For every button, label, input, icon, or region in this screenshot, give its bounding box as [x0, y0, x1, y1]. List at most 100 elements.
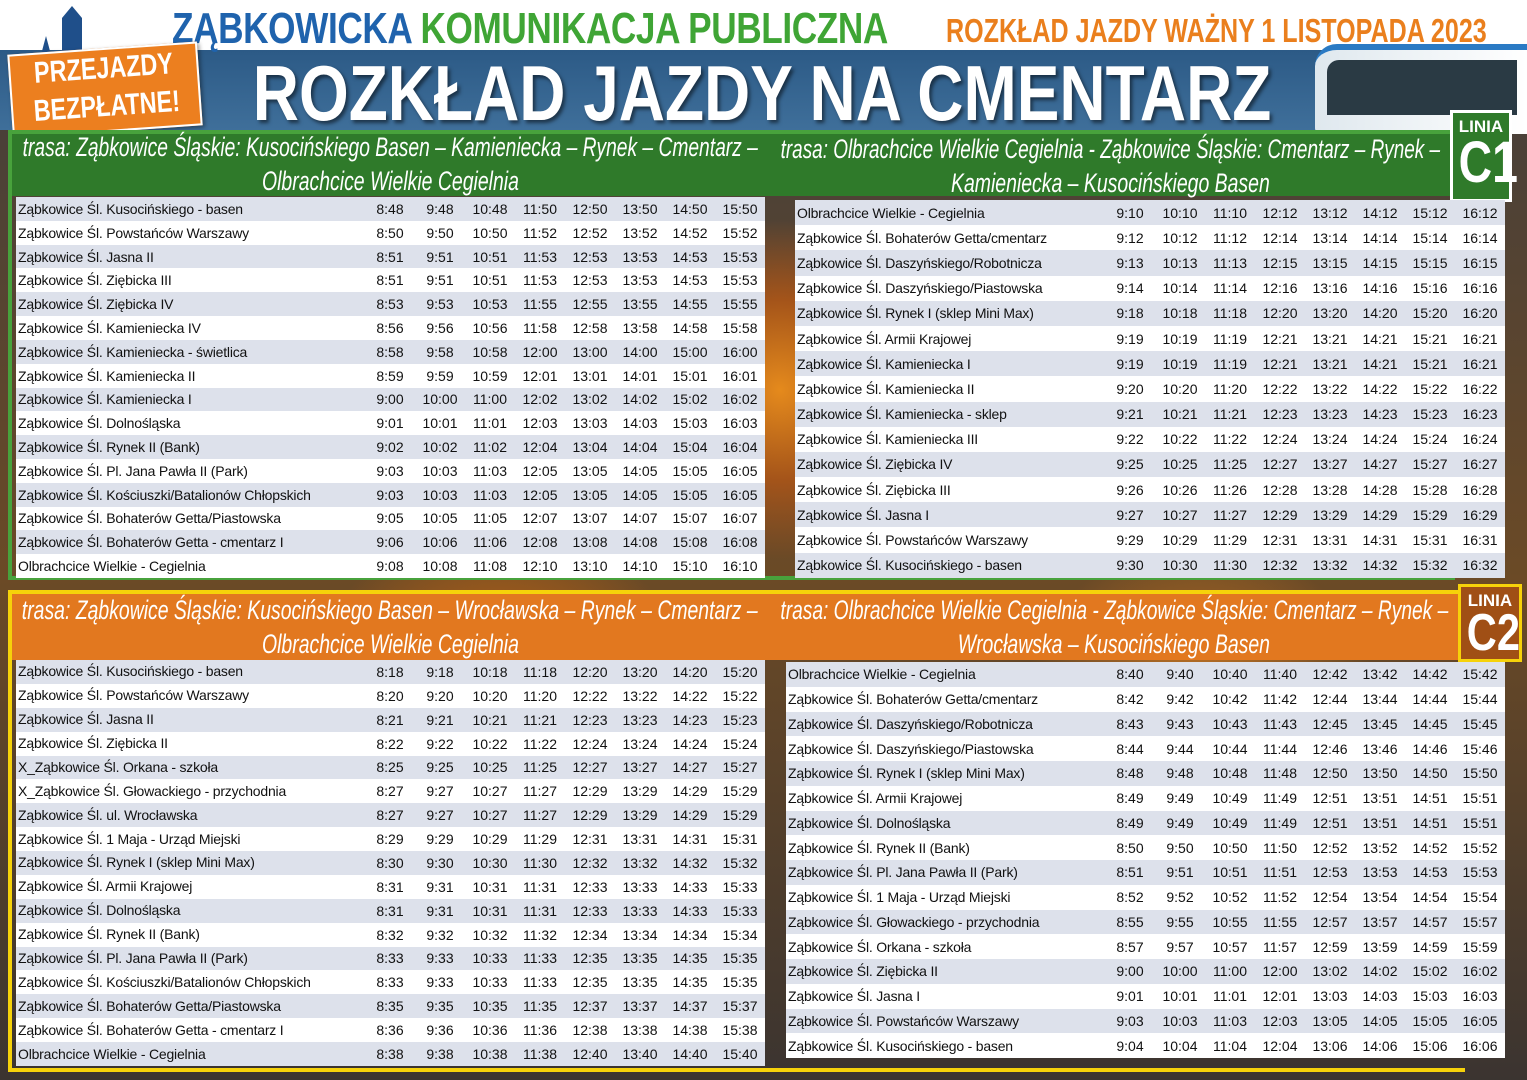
departure-time: 13:42: [1362, 666, 1398, 683]
departure-time: 14:20: [672, 663, 708, 680]
departure-time: 12:07: [522, 510, 558, 527]
stop-name: Ząbkowice Śl. Kamieniecka I: [18, 391, 192, 408]
departure-time: 8:32: [376, 926, 404, 943]
departure-time: 14:03: [1362, 988, 1398, 1005]
departure-time: 14:37: [672, 998, 708, 1015]
departure-time: 12:42: [1312, 666, 1348, 683]
departure-time: 13:04: [572, 439, 608, 456]
departure-time: 9:52: [1166, 889, 1194, 906]
departure-time: 9:04: [1116, 1037, 1144, 1054]
departure-time: 11:10: [1213, 204, 1247, 221]
stop-name: Ząbkowice Śl. Kamieniecka - świetlica: [18, 343, 248, 360]
departure-time: 10:08: [422, 558, 458, 575]
stop-name: Ząbkowice Śl. Rynek II (Bank): [18, 439, 200, 456]
departure-time: 13:22: [1312, 380, 1348, 397]
departure-time: 13:34: [622, 926, 658, 943]
departure-time: 10:52: [1212, 889, 1248, 906]
stop-name: Ząbkowice Śl. Bohaterów Getta/Piastowska: [18, 997, 281, 1014]
departure-time: 13:21: [1312, 355, 1348, 372]
departure-time: 10:57: [1212, 938, 1248, 955]
stop-name: Ząbkowice Śl. Kościuszki/Batalionów Chło…: [18, 486, 311, 503]
timetable-row: Ząbkowice Śl. Jasna I 9:01 10:01 11:01 12:01…: [786, 984, 1505, 1009]
timetable-row: Ząbkowice Śl. Jasna II 8:51 9:51 10:51 11:53…: [16, 244, 765, 269]
departure-time: 8:51: [376, 248, 404, 265]
timetable-row: Ząbkowice Śl. Bohaterów Getta - cmentarz…: [16, 1018, 765, 1042]
timetable-row: Ząbkowice Śl. Kamieniecka II 8:59 9:59 10:5…: [16, 364, 765, 388]
departure-time: 9:25: [1116, 456, 1144, 473]
departure-time: 12:45: [1312, 715, 1348, 732]
departure-time: 10:00: [422, 391, 458, 408]
c1-return-timetable: Olbrachcice Wielkie - Cegielnia 9:10 10:10…: [795, 200, 1505, 578]
departure-time: 8:48: [376, 200, 404, 217]
departure-time: 11:31: [523, 902, 557, 919]
departure-time: 10:26: [1162, 481, 1198, 498]
stop-name: Ząbkowice Śl. Powstańców Warszawy: [797, 532, 1028, 549]
timetable-row: Ząbkowice Śl. Jasna I 9:27 10:27 11:27 12:29…: [795, 502, 1505, 528]
departure-time: 9:06: [376, 534, 404, 551]
departure-time: 12:44: [1312, 691, 1348, 708]
departure-time: 14:32: [1362, 557, 1398, 574]
departure-time: 10:21: [472, 711, 508, 728]
timetable-row: Ząbkowice Śl. Kamieniecka III 9:22 10:22 11…: [795, 427, 1505, 452]
departure-time: 10:30: [472, 854, 508, 871]
departure-time: 15:27: [722, 759, 758, 776]
departure-time: 9:22: [426, 735, 454, 752]
section-c2: [8, 590, 1465, 1072]
departure-time: 16:10: [722, 558, 758, 575]
departure-time: 15:50: [722, 200, 758, 217]
departure-time: 9:55: [1166, 913, 1194, 930]
departure-time: 11:03: [473, 486, 507, 503]
departure-time: 11:29: [523, 831, 557, 848]
departure-time: 11:02: [473, 439, 507, 456]
stop-name: Ząbkowice Śl. 1 Maja - Urząd Miejski: [788, 889, 1011, 906]
stop-name: Ząbkowice Śl. Dolnośląska: [788, 814, 951, 831]
departure-time: 13:57: [1362, 913, 1398, 930]
stop-name: Ząbkowice Śl. Kościuszki/Batalionów Chło…: [18, 973, 311, 990]
departure-time: 15:55: [722, 296, 758, 313]
departure-time: 11:08: [473, 558, 507, 575]
stop-name: Ząbkowice Śl. Ziębicka II: [18, 735, 168, 752]
departure-time: 12:20: [572, 663, 608, 680]
departure-time: 16:23: [1462, 406, 1498, 423]
departure-time: 15:33: [722, 902, 758, 919]
departure-time: 12:05: [522, 486, 558, 503]
departure-time: 14:23: [1362, 406, 1398, 423]
departure-time: 13:20: [622, 663, 658, 680]
departure-time: 11:33: [523, 950, 557, 967]
departure-time: 12:31: [1262, 532, 1298, 549]
departure-time: 8:53: [376, 296, 404, 313]
departure-time: 13:32: [1312, 557, 1348, 574]
departure-time: 8:40: [1116, 666, 1144, 683]
stop-name: Ząbkowice Śl. Orkana - szkoła: [788, 938, 972, 955]
departure-time: 14:06: [1362, 1037, 1398, 1054]
departure-time: 10:25: [1162, 456, 1198, 473]
departure-time: 13:58: [622, 319, 658, 336]
departure-time: 11:36: [523, 1022, 557, 1039]
departure-time: 14:05: [622, 462, 658, 479]
departure-time: 15:29: [722, 783, 758, 800]
timetable-row: Ząbkowice Śl. Armii Krajowej 9:19 10:19 11:…: [795, 326, 1505, 351]
departure-time: 8:49: [1116, 814, 1144, 831]
timetable-row: Ząbkowice Śl. Kamieniecka I 9:19 10:19 11:1…: [795, 351, 1505, 377]
departure-time: 15:52: [1462, 839, 1498, 856]
departure-time: 12:29: [572, 807, 608, 824]
departure-time: 15:32: [722, 854, 758, 871]
departure-time: 14:29: [672, 783, 708, 800]
departure-time: 15:51: [1462, 814, 1498, 831]
departure-time: 11:04: [1213, 1037, 1247, 1054]
departure-time: 16:16: [1462, 280, 1498, 297]
departure-time: 11:06: [473, 534, 507, 551]
departure-time: 13:50: [1362, 765, 1398, 782]
c1-outbound-timetable: Ząbkowice Śl. Kusocińskiego - basen 8:48 9…: [16, 197, 765, 578]
departure-time: 9:03: [376, 486, 404, 503]
timetable-row: Ząbkowice Śl. Ziębicka III 8:51 9:51 10:51 1…: [16, 268, 765, 292]
departure-time: 9:48: [426, 200, 454, 217]
timetable-row: Ząbkowice Śl. Ziębicka II 8:22 9:22 10:22 11…: [16, 732, 765, 756]
departure-time: 15:32: [1412, 557, 1448, 574]
departure-time: 9:29: [1116, 532, 1144, 549]
departure-time: 14:58: [672, 319, 708, 336]
departure-time: 15:40: [722, 1046, 758, 1062]
departure-time: 12:03: [1262, 1012, 1298, 1029]
departure-time: 14:23: [672, 711, 708, 728]
departure-time: 12:04: [1262, 1037, 1298, 1054]
